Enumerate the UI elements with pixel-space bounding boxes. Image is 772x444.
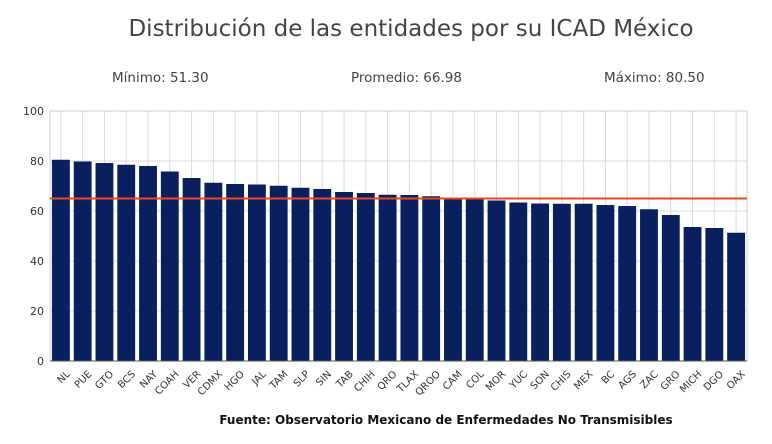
y-tick-label: 100 xyxy=(23,105,44,118)
bar-mor xyxy=(487,200,506,361)
x-tick-label: HGO xyxy=(223,369,247,393)
bar-chih xyxy=(356,193,375,361)
bar-son xyxy=(531,203,550,361)
x-tick-label: COL xyxy=(464,369,487,392)
bar-sin xyxy=(313,189,332,361)
x-tick-label: MICH xyxy=(678,369,704,395)
bar-tab xyxy=(335,192,353,361)
chart-title: Distribución de las entidades por su ICA… xyxy=(128,16,694,42)
average-stat: Promedio: 66.98 xyxy=(351,70,462,86)
x-tick-label: CDMX xyxy=(196,369,225,398)
x-tick-label: BCS xyxy=(116,369,138,391)
bar-jal xyxy=(247,184,266,361)
x-tick-label: ZAC xyxy=(638,369,660,391)
bar-qroo xyxy=(422,196,441,361)
x-tick-label: CAM xyxy=(441,369,465,393)
x-tick-label: QRO xyxy=(376,369,400,393)
bar-cdmx xyxy=(204,182,223,361)
y-tick-label: 80 xyxy=(30,155,44,168)
bar-gto xyxy=(95,163,114,361)
y-tick-label: 60 xyxy=(30,205,44,218)
bar-mex xyxy=(574,203,593,361)
bar-col xyxy=(465,199,484,361)
x-tick-label: SIN xyxy=(314,369,334,389)
bar-nay xyxy=(139,166,157,361)
x-tick-label: COAH xyxy=(153,369,181,397)
x-tick-label: QROO xyxy=(414,369,443,398)
bar-tlax xyxy=(400,195,419,361)
bar-pue xyxy=(73,161,92,361)
x-tick-label: SON xyxy=(529,369,552,392)
bar-gro xyxy=(661,215,680,361)
x-tick-label: CHIH xyxy=(352,369,377,394)
minimum-stat: Mínimo: 51.30 xyxy=(112,70,209,86)
x-tick-label: DGO xyxy=(702,369,726,393)
bar-yuc xyxy=(509,202,528,361)
x-tick-label: GTO xyxy=(93,369,116,392)
bar-slp xyxy=(291,187,310,361)
bar-mich xyxy=(683,227,702,361)
bar-qro xyxy=(378,194,397,361)
bar-tam xyxy=(269,185,288,361)
bar-nl xyxy=(51,159,70,361)
x-tick-label: TAM xyxy=(267,369,290,392)
bar-ags xyxy=(618,206,637,361)
x-tick-label: PUE xyxy=(73,369,95,391)
x-tick-label: MEX xyxy=(572,369,595,392)
bar-bc xyxy=(596,205,615,361)
x-tick-label: YUC xyxy=(507,369,530,392)
x-tick-label: SLP xyxy=(292,369,312,389)
y-tick-label: 40 xyxy=(30,255,44,268)
y-tick-label: 20 xyxy=(30,305,44,318)
x-tick-label: MOR xyxy=(484,369,508,393)
x-tick-label: OAX xyxy=(725,369,748,392)
x-tick-label: NL xyxy=(56,369,73,386)
x-tick-label: BC xyxy=(600,369,617,386)
bar-hgo xyxy=(226,184,245,361)
x-tick-label: JAL xyxy=(249,369,269,389)
maximum-stat: Máximo: 80.50 xyxy=(604,70,705,86)
bar-cam xyxy=(444,198,462,361)
x-tick-label: CHIS xyxy=(549,369,574,394)
source-note: Fuente: Observatorio Mexicano de Enferme… xyxy=(219,413,673,427)
bar-ver xyxy=(182,178,201,361)
bar-zac xyxy=(640,209,658,361)
bar-dgo xyxy=(705,228,724,361)
x-tick-label: AGS xyxy=(617,369,639,391)
bar-chis xyxy=(552,203,571,361)
bar-bcs xyxy=(117,164,136,361)
bar-oax xyxy=(727,232,746,361)
bar-coah xyxy=(160,171,179,361)
y-tick-label: 0 xyxy=(37,355,44,368)
